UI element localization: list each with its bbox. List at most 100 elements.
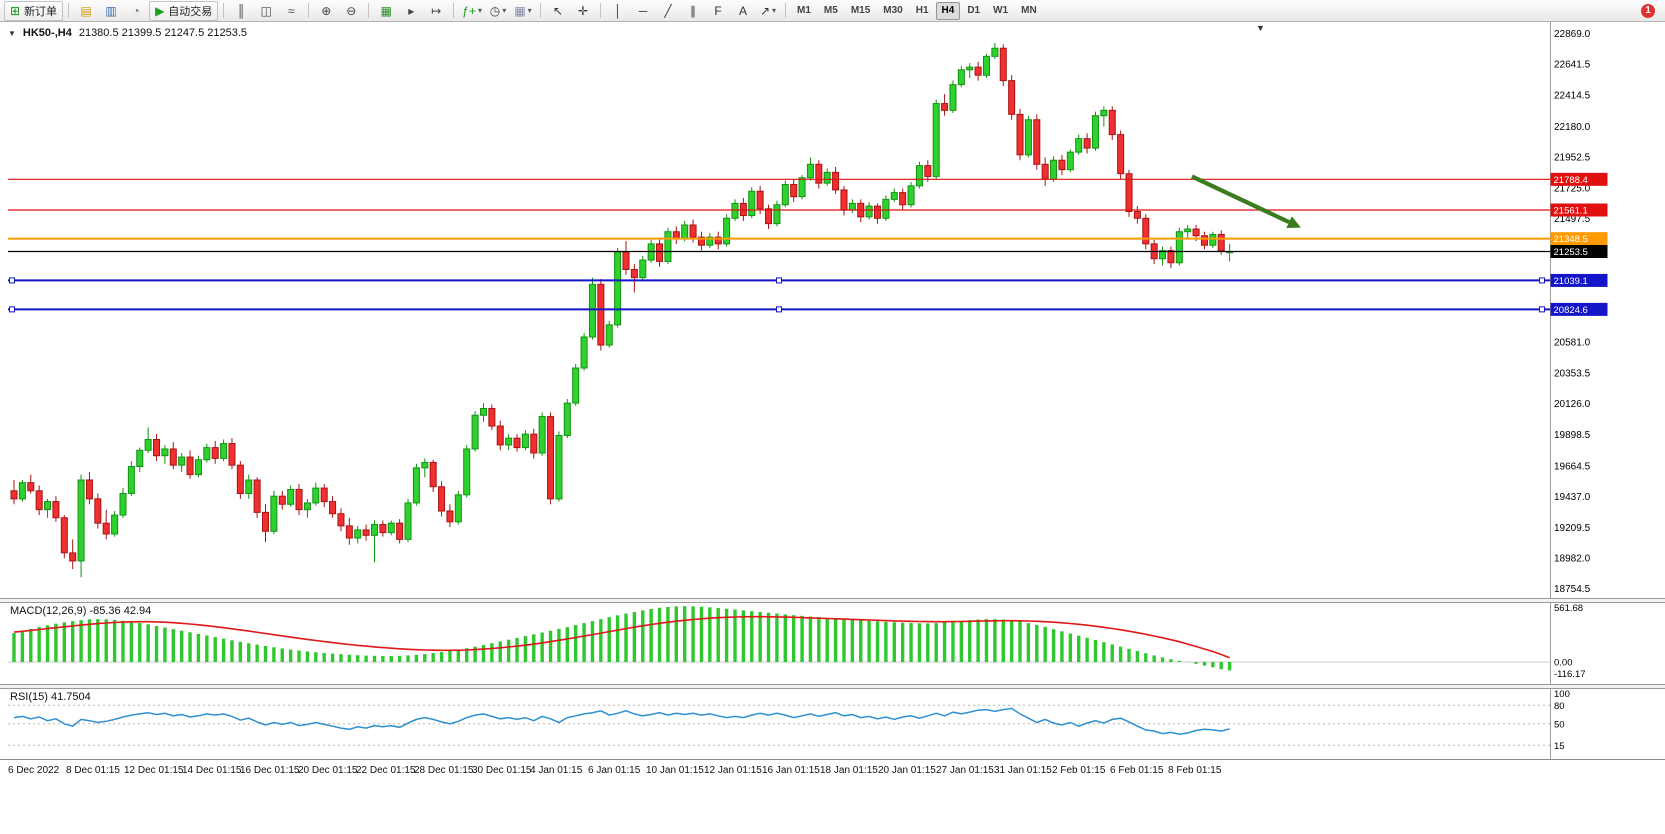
candle [35,490,43,511]
zoom-in-icon: ⊕ [321,3,332,18]
timeframe-m30[interactable]: M30 [883,5,903,16]
candle [1075,138,1083,153]
hline-handle[interactable] [776,277,782,284]
zoom-in-button[interactable]: ⊕ [314,1,338,21]
market-watch-button[interactable]: ▤ [74,1,98,21]
candle [580,336,588,369]
timeframe-mn[interactable]: MN [1021,5,1037,16]
hline-handle[interactable] [9,277,15,284]
channel-button[interactable]: ∥ [681,1,705,21]
hline-handle[interactable] [1539,306,1545,313]
chart-shift-marker[interactable]: ▼ [1256,23,1265,33]
crosshair-button[interactable]: ✛ [571,1,595,21]
timeframe-h4[interactable]: H4 [935,1,961,20]
periods-button[interactable]: ◷ ▾ [486,1,510,21]
templates-dropdown-arrow[interactable]: ▾ [527,6,532,15]
candle [1083,138,1091,149]
macd-pane[interactable]: 561.68 0.00-116.17 [0,603,1665,684]
tile-windows-button[interactable]: ▦ [374,1,398,21]
text-icon: A [738,3,747,18]
hline-handle[interactable] [9,306,15,313]
navigator-button[interactable]: ◔ [124,1,148,21]
time-label: 2 Feb 01:15 [1052,765,1106,776]
templates-button[interactable]: ▦ ▾ [511,1,535,21]
toolbar-separator [785,3,786,18]
candle [345,525,353,539]
timeframe-d1[interactable]: D1 [967,5,981,16]
indicators-dropdown-arrow[interactable]: ▾ [477,6,482,15]
autotrading-button[interactable]: ▶ 自动交易 [149,0,219,21]
candle [85,479,93,500]
text-button[interactable]: A [731,1,755,21]
candle [396,522,404,540]
price-chart[interactable]: 22869.0 22641.5 22414.5 22180.0 21952.5 21725… [0,22,1665,598]
price-axis-label: 18982.0 [1554,553,1591,564]
candle [295,488,303,511]
candle [127,465,135,494]
candle [706,236,714,246]
candle [1117,134,1125,175]
candle [697,236,705,246]
new-order-button[interactable]: ⊞ 新订单 [4,0,64,21]
hline-handle[interactable] [1539,277,1545,284]
pane-resizer[interactable] [0,598,1665,603]
pane-resizer[interactable] [0,684,1665,689]
arrows-button[interactable]: ↗ ▾ [756,1,780,21]
timeframe-m5[interactable]: M5 [823,5,838,16]
time-label: 12 Dec 01:15 [124,765,184,776]
indicators-icon: ƒ+ [462,3,476,18]
hline-handle[interactable] [776,306,782,313]
candle [320,487,328,503]
auto-scroll-button[interactable]: ▸ [399,1,423,21]
candle [538,416,546,454]
ohlc-values: 21380.5 21399.5 21247.5 21253.5 [78,27,248,39]
cursor-button[interactable]: ↖ [546,1,570,21]
bar-chart-button[interactable]: ║ [229,1,253,21]
periods-dropdown-arrow[interactable]: ▾ [502,6,507,15]
arrows-dropdown-arrow[interactable]: ▾ [772,6,777,15]
candle [144,439,152,451]
periods-icon: ◷ [489,3,501,18]
timeframe-m1[interactable]: M1 [797,5,811,16]
time-label: 18 Jan 01:15 [820,765,878,776]
candle [412,467,420,504]
price-tag [1550,172,1608,186]
timeframe-w1[interactable]: W1 [993,5,1009,16]
price-tag-label: 20824.6 [1554,305,1588,316]
candle [446,510,454,523]
horizontal-line-button[interactable]: ─ [631,1,655,21]
candle [823,171,831,184]
candle [1184,228,1192,233]
timeframe-m15[interactable]: M15 [850,5,871,16]
candlestick-chart-button[interactable]: ◫ [254,1,278,21]
bar-chart-icon: ║ [237,3,246,18]
toolbar-separator [308,3,310,18]
data-window-button[interactable]: ▥ [99,1,123,21]
candle [1125,173,1133,212]
time-label: 20 Dec 01:15 [298,765,358,776]
toolbar-separator [368,3,370,18]
candle [379,524,387,534]
cursor-icon: ↖ [552,3,564,18]
line-chart-button[interactable]: ≈ [279,1,303,21]
timeframe-h1[interactable]: H1 [915,5,929,16]
indicators-button[interactable]: ƒ+ ▾ [459,1,485,21]
candlestick-chart-icon: ◫ [260,3,272,18]
candle [329,501,337,515]
candle [848,202,856,211]
fibonacci-button[interactable]: F [706,1,730,21]
time-axis[interactable]: 6 Dec 2022 8 Dec 01:15 12 Dec 01:15 14 Dec … [0,759,1665,781]
vertical-line-button[interactable]: │ [606,1,630,21]
price-axis-label: 22869.0 [1554,29,1591,40]
chart-shift-button[interactable]: ↦ [424,1,448,21]
one-click-trading-toggle[interactable]: ▼ [8,28,16,38]
candle [153,439,161,457]
zoom-out-button[interactable]: ⊖ [339,1,363,21]
notifications-badge[interactable]: 1 [1641,3,1655,18]
trend-arrow-annotation[interactable] [1190,174,1301,229]
candle [949,84,957,111]
time-label: 6 Jan 01:15 [588,765,641,776]
trendline-button[interactable]: ╱ [656,1,680,21]
trend-arrow-shaft [1190,174,1291,225]
